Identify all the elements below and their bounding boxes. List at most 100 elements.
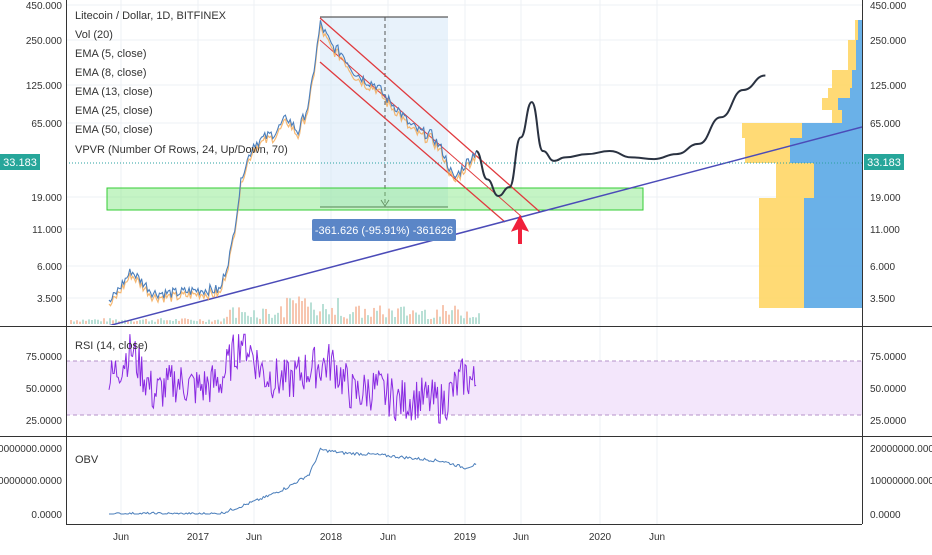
price-tick: 65.000 (31, 119, 62, 130)
volume-bar (409, 314, 411, 324)
volume-bar (97, 319, 99, 324)
obv-series (109, 447, 477, 515)
volume-bar (136, 321, 138, 324)
volume-bar (247, 315, 249, 324)
volume-bar (427, 318, 429, 324)
volume-bar (358, 305, 360, 324)
volume-bar (325, 309, 327, 324)
volume-bar (460, 315, 462, 324)
volume-bar (151, 320, 153, 324)
time-tick: 2019 (454, 532, 477, 543)
rsi-axis: 75.0000 50.0000 25.0000 75.0000 50.0000 … (26, 352, 907, 427)
trend-line (108, 126, 862, 325)
volume-bar (88, 319, 90, 324)
measure-label-box (312, 219, 456, 241)
volume-bar (283, 317, 285, 324)
volume-bar (415, 312, 417, 324)
volume-bar (313, 309, 315, 324)
obv-tick: 20000000.0000 (0, 444, 62, 455)
volume-bar (112, 320, 114, 324)
volume-bar (469, 317, 471, 324)
volume-bar (163, 320, 165, 324)
volume-bar (385, 317, 387, 324)
volume-bar (421, 311, 423, 324)
volume-bar (364, 308, 366, 324)
volume-bar (367, 315, 369, 324)
volume-bar (388, 308, 390, 324)
volume-bar (187, 319, 189, 324)
price-tick: 11.000 (32, 225, 62, 236)
vpvr-up-bar (822, 98, 838, 110)
volume-bar (445, 311, 447, 324)
volume-bar (382, 314, 384, 324)
volume-bar (133, 321, 135, 324)
vpvr-up-bar (742, 123, 802, 138)
obv-tick: 0.0000 (31, 510, 62, 521)
volume-bar (331, 307, 333, 324)
volume-bar (478, 313, 480, 324)
volume-bar (346, 318, 348, 324)
measure-range-box (320, 17, 448, 207)
volume-bar (286, 297, 288, 324)
price-tick: 3.500 (37, 294, 62, 305)
volume-bar (454, 305, 456, 324)
volume-bar (295, 303, 297, 324)
volume-bar (73, 321, 75, 324)
volume-bar (154, 321, 156, 324)
volume-bar (79, 321, 81, 324)
volume-bar (103, 318, 105, 324)
volume-bar (328, 314, 330, 324)
volume-bar (178, 320, 180, 324)
legend-line-ema5: EMA (5, close) (75, 48, 147, 60)
volume-bar (439, 316, 441, 324)
volume-bar (433, 317, 435, 324)
volume-bar (130, 320, 132, 324)
volume-bar (301, 300, 303, 324)
price-axis-right: 450.000 250.000 125.000 65.000 19.000 11… (870, 1, 907, 305)
volume-bar (337, 297, 339, 324)
price-tick: 11.000 (870, 225, 900, 236)
rsi-line (108, 333, 477, 424)
volume-bar (391, 310, 393, 324)
legend-line-ema50: EMA (50, close) (75, 124, 153, 136)
vpvr-down-bar (842, 110, 862, 123)
vpvr-up-bar (855, 20, 858, 40)
obv-tick: 0.0000 (870, 510, 901, 521)
legend-line-vpvr: VPVR (Number Of Rows, 24, Up/Down, 70) (75, 144, 288, 156)
time-tick: 2020 (589, 532, 612, 543)
volume-bar (157, 319, 159, 324)
price-tick: 65.000 (870, 119, 901, 130)
vpvr-down-bar (858, 20, 862, 40)
volume-bar (250, 317, 252, 324)
volume-bar (202, 320, 204, 324)
volume-bar (397, 308, 399, 324)
volume-bar (94, 319, 96, 324)
time-tick: 2018 (320, 532, 343, 543)
time-tick: Jun (380, 532, 396, 543)
legend-line-ema13: EMA (13, close) (75, 86, 153, 98)
price-tick: 125.000 (870, 81, 907, 92)
obv-tick: 20000000.0000 (870, 444, 932, 455)
volume-bar (85, 320, 87, 324)
volume-bar (172, 320, 174, 324)
price-series (108, 20, 766, 307)
volume-bar (229, 309, 231, 324)
volume-bar (208, 319, 210, 324)
volume-bar (142, 319, 144, 324)
rsi-series (108, 333, 477, 424)
volume-bar (277, 312, 279, 324)
volume-bar (379, 305, 381, 324)
vpvr-down-bar (802, 123, 862, 138)
vpvr-down-bar (852, 70, 862, 88)
vpvr-down-bar (850, 88, 862, 98)
volume-bar (289, 298, 291, 324)
volume-bar (115, 319, 117, 324)
vpvr-down-bar (838, 98, 862, 110)
volume-bar (319, 311, 321, 324)
volume-bar (436, 309, 438, 324)
vpvr-up-bar (832, 70, 852, 88)
volume-bar (256, 317, 258, 324)
volume-bar (70, 320, 72, 324)
volume-bar (223, 318, 225, 324)
